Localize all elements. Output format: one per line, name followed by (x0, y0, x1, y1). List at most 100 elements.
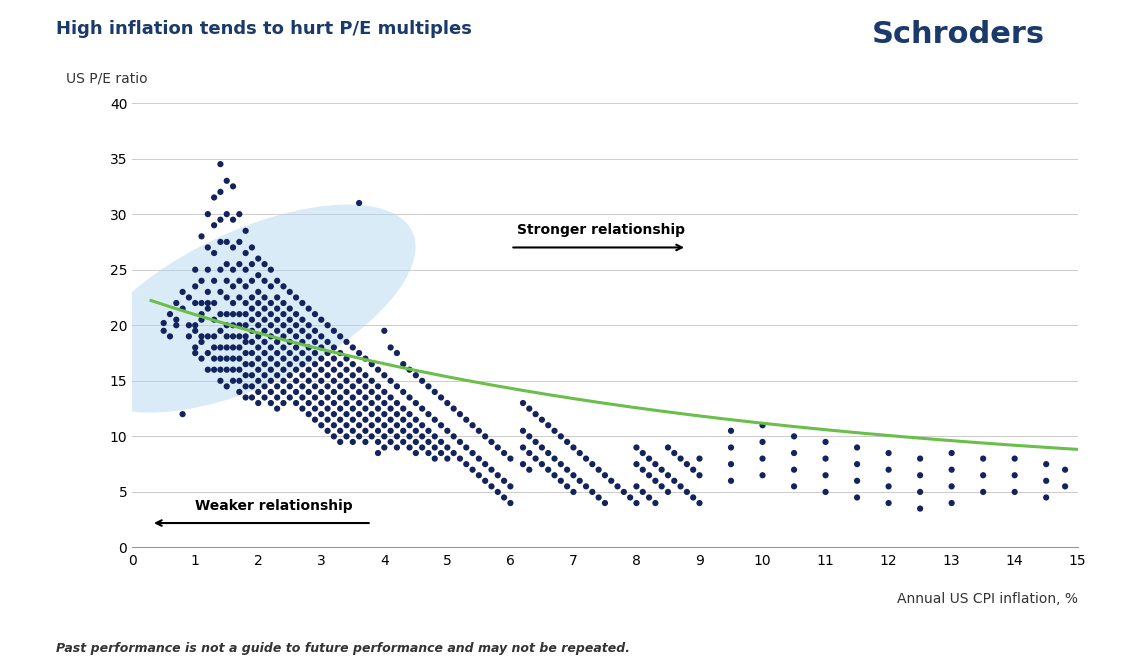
Point (300, 375, 318, 386)
Point (451, 437, 469, 448)
Point (306, 414, 324, 425)
Point (262, 320, 280, 331)
Point (559, 437, 577, 448)
Point (250, 364, 268, 375)
Point (312, 353, 330, 364)
Point (318, 403, 336, 414)
Point (451, 454, 469, 464)
Point (540, 464, 558, 475)
Point (520, 403, 538, 414)
Point (414, 431, 432, 442)
Point (659, 486, 677, 497)
Point (262, 364, 280, 375)
Point (306, 325, 324, 336)
Point (237, 359, 255, 369)
Point (514, 397, 532, 408)
Point (300, 387, 318, 397)
Point (206, 331, 224, 342)
Point (192, 231, 210, 242)
Point (155, 318, 173, 329)
Point (199, 209, 217, 220)
Point (262, 298, 280, 309)
Point (293, 403, 311, 414)
Point (419, 381, 437, 391)
Point (350, 420, 368, 431)
Point (753, 420, 771, 431)
Point (255, 359, 273, 369)
Point (211, 364, 229, 375)
Point (237, 248, 255, 259)
Point (318, 392, 336, 403)
Point (300, 397, 318, 408)
Point (332, 426, 350, 436)
Point (363, 359, 381, 369)
Point (527, 409, 545, 420)
Point (382, 375, 400, 386)
Point (1057, 481, 1075, 492)
Point (1006, 470, 1024, 480)
Point (325, 409, 343, 420)
Point (312, 387, 330, 397)
Point (187, 298, 205, 309)
Point (281, 315, 299, 325)
Point (250, 253, 268, 264)
Text: US P/E ratio: US P/E ratio (66, 71, 147, 86)
Point (564, 442, 582, 453)
Point (665, 448, 683, 458)
Point (269, 292, 287, 303)
Point (243, 325, 261, 336)
Point (293, 298, 311, 309)
Point (243, 259, 261, 269)
Point (224, 242, 242, 253)
Point (274, 331, 292, 342)
Point (255, 347, 273, 358)
Point (332, 347, 350, 358)
Point (218, 331, 236, 342)
Point (552, 476, 570, 486)
Point (400, 364, 418, 375)
Point (318, 381, 336, 391)
Point (375, 397, 393, 408)
Point (269, 303, 287, 314)
Point (785, 481, 803, 492)
Point (943, 498, 961, 508)
Point (583, 459, 601, 470)
Point (880, 464, 898, 475)
Point (501, 454, 519, 464)
Point (395, 403, 413, 414)
Point (199, 287, 217, 297)
Point (237, 309, 255, 319)
Point (218, 259, 236, 269)
Point (375, 387, 393, 397)
Point (287, 331, 305, 342)
Point (344, 426, 362, 436)
Point (318, 337, 336, 347)
Point (577, 481, 595, 492)
Point (344, 370, 362, 381)
Point (457, 459, 475, 470)
Point (344, 414, 362, 425)
Point (187, 347, 205, 358)
Point (337, 387, 355, 397)
Point (395, 426, 413, 436)
Point (382, 437, 400, 448)
Point (912, 486, 930, 497)
Point (255, 337, 273, 347)
Point (432, 448, 450, 458)
Point (224, 331, 242, 342)
Point (192, 337, 210, 347)
Point (363, 431, 381, 442)
Point (325, 387, 343, 397)
Point (211, 325, 229, 336)
Point (211, 159, 229, 170)
Point (274, 281, 292, 292)
Point (287, 375, 305, 386)
Point (350, 431, 368, 442)
Point (457, 442, 475, 453)
Point (426, 442, 444, 453)
Point (230, 364, 248, 375)
Point (206, 248, 224, 259)
Point (785, 431, 803, 442)
Point (237, 281, 255, 292)
Point (527, 454, 545, 464)
